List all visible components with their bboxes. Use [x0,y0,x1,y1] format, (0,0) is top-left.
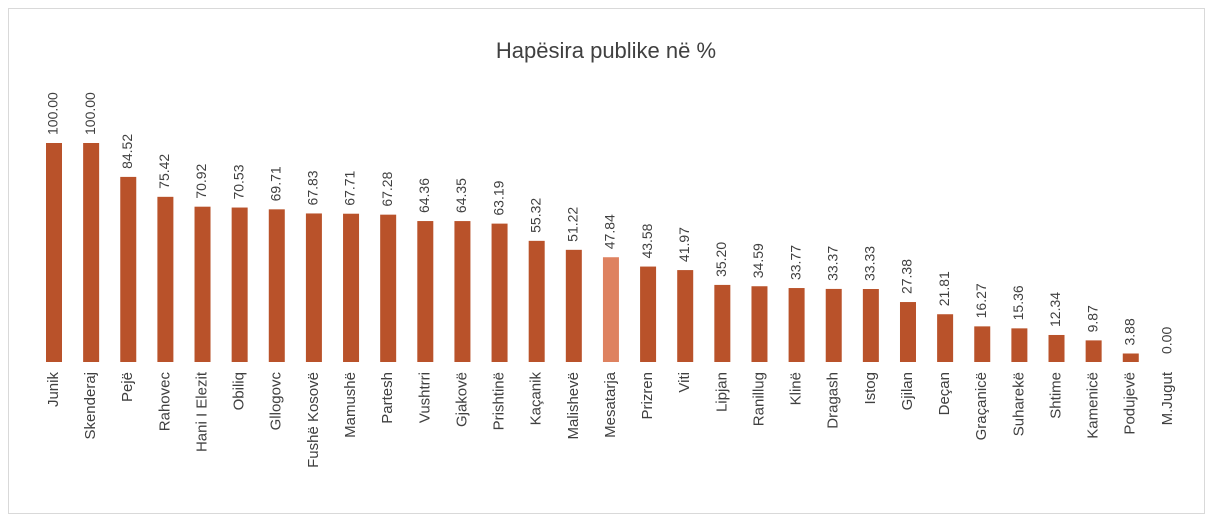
value-label: 33.77 [787,245,803,280]
value-label: 41.97 [676,227,692,262]
x-tick-label: Graçanicë [973,372,990,440]
bar [46,143,62,362]
x-tick-label: Deçan [936,372,953,415]
bar [565,249,582,362]
value-label: 67.83 [305,170,321,205]
x-tick-label: Fushë Kosovë [305,372,322,468]
x-tick-label: Lipjan [713,372,730,412]
x-tick-label: Viti [676,372,693,393]
x-tick-label: Gjilan [899,372,916,410]
x-tick-label: Prizren [639,372,656,420]
value-label: 67.71 [342,170,358,205]
value-label: 9.87 [1084,305,1100,332]
value-label: 70.53 [230,164,246,199]
x-tick-label: Prishtinë [491,372,508,430]
x-tick-label: Ranillug [750,372,767,426]
value-label: 75.42 [156,154,172,189]
bar [937,314,954,362]
bar [1085,340,1102,362]
bar [268,209,285,362]
x-tick-label: Skenderaj [82,372,99,440]
bar [602,257,619,362]
value-label: 27.38 [899,259,915,294]
bar [899,302,916,362]
bar [1011,328,1028,362]
bar [862,289,879,362]
value-label: 69.71 [267,166,283,201]
bar [157,196,174,362]
value-label: 43.58 [639,223,655,258]
value-label: 33.33 [862,246,878,281]
bar [751,286,768,362]
x-tick-label: Rahovec [156,372,173,432]
bar [343,213,360,362]
value-label: 34.59 [750,243,766,278]
x-tick-label: Hani I Elezit [193,371,210,452]
value-label: 35.20 [713,242,729,277]
value-label: 63.19 [490,180,506,215]
value-label: 64.36 [416,178,432,213]
value-label: 55.32 [527,198,543,233]
value-label: 12.34 [1047,292,1063,327]
bar [417,221,434,362]
x-tick-label: Kamenicë [1085,372,1102,439]
bar [454,221,471,362]
bar [231,207,248,362]
bar [1122,353,1139,362]
bar [83,143,100,362]
x-tick-label: Vushtrri [416,372,433,423]
value-label: 16.27 [973,283,989,318]
x-tick-label: Gjakovë [453,372,470,427]
x-tick-label: Pejë [119,372,136,402]
value-label: 64.35 [453,178,469,213]
value-label: 67.28 [379,171,395,206]
value-label: 51.22 [565,207,581,242]
value-label: 47.84 [602,214,618,249]
value-label: 70.92 [193,163,209,198]
bar [974,326,991,362]
x-tick-label: Istog [862,372,879,405]
x-tick-label: Suharekë [1010,372,1027,436]
x-tick-label: Partesh [379,372,396,424]
bar [714,284,731,362]
value-label: 15.36 [1010,285,1026,320]
x-tick-label: Obiliq [231,372,248,410]
bar [491,223,508,362]
x-tick-label: Shtime [1047,372,1064,419]
bar [825,288,842,362]
value-label: 84.52 [119,134,135,169]
value-label: 21.81 [936,271,952,306]
x-tick-label: Junik [45,372,62,408]
x-tick-label: M.Jugut [1159,371,1176,425]
value-label: 100.00 [45,92,61,135]
x-tick-label: Mamushë [342,372,359,438]
bar [677,270,694,362]
bar [194,206,211,362]
bar [1048,334,1065,362]
chart-title: Hapësira publike në % [496,38,716,63]
x-tick-label: Klinë [788,372,805,405]
value-label: 0.00 [1159,327,1175,354]
x-tick-label: Gllogovc [268,372,285,431]
value-label: 3.88 [1121,318,1137,345]
bar [788,288,805,362]
bar [120,176,137,362]
x-tick-label: Malishevë [565,372,582,440]
bar [640,266,657,362]
x-tick-label: Kaçanik [528,372,545,426]
bar [528,240,545,362]
value-label: 100.00 [82,92,98,135]
value-label: 33.37 [824,246,840,281]
bar [380,214,397,362]
x-tick-label: Dragash [825,372,842,429]
bar [305,213,322,362]
x-tick-label: Mesatarja [602,371,619,438]
x-tick-label: Podujevë [1122,372,1139,435]
